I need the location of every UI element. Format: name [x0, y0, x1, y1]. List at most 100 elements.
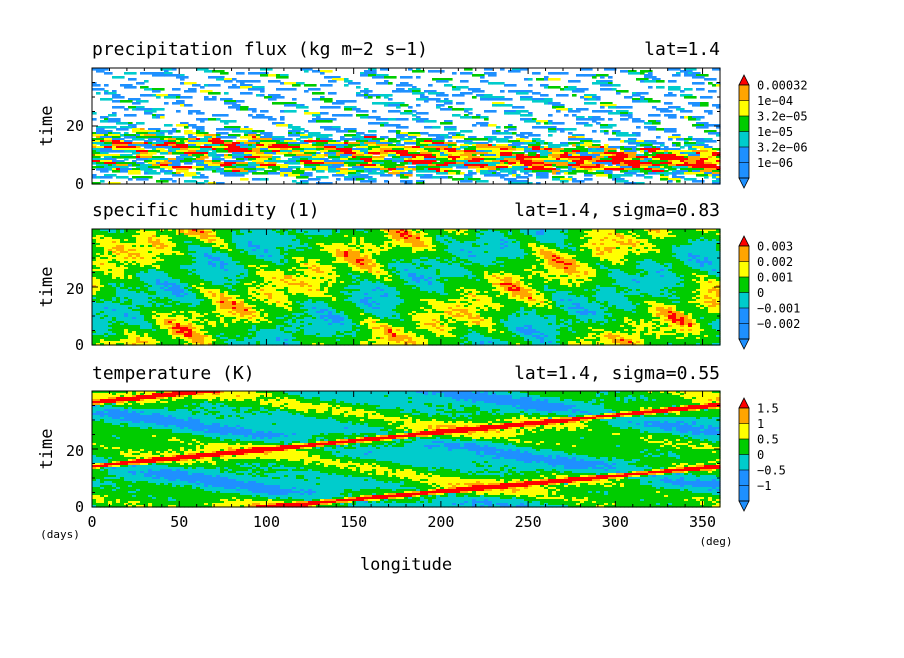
heatmap-cell	[656, 128, 665, 131]
heatmap-cell	[696, 88, 705, 91]
heatmap-cell	[636, 174, 645, 177]
heatmap-cell	[124, 72, 137, 75]
heatmap-cell	[616, 134, 625, 137]
heatmap-cell	[532, 100, 545, 103]
heatmap-cell	[176, 110, 181, 113]
heatmap-cell	[412, 114, 417, 117]
heatmap-cell	[356, 110, 369, 113]
heatmap-cell	[524, 172, 529, 175]
heatmap-cell	[220, 164, 225, 167]
heatmap-cell	[292, 104, 297, 107]
heatmap-cell	[376, 152, 381, 155]
heatmap-cell	[684, 116, 689, 119]
heatmap-cell	[624, 174, 633, 177]
heatmap-cell	[692, 124, 697, 127]
heatmap-cell	[444, 84, 453, 87]
heatmap-cell	[396, 118, 409, 121]
heatmap-cell	[256, 172, 269, 175]
heatmap-cell	[476, 138, 489, 141]
heatmap-cell	[368, 74, 373, 77]
heatmap-cell	[224, 102, 229, 105]
heatmap-cell	[252, 172, 257, 175]
heatmap-cell	[520, 114, 529, 117]
heatmap-cell	[372, 110, 377, 113]
heatmap-cell	[612, 84, 621, 87]
heatmap-cell	[196, 134, 205, 137]
heatmap-cell	[548, 134, 553, 137]
heatmap-cell	[512, 132, 517, 135]
colorbar-label: 3.2e−06	[757, 141, 808, 155]
heatmap-cell	[260, 94, 265, 97]
heatmap-cell	[252, 110, 257, 113]
heatmap-cell	[600, 84, 613, 87]
heatmap-cell	[324, 128, 329, 131]
heatmap-cell	[104, 92, 109, 95]
heatmap-cell	[120, 156, 125, 159]
heatmap-cell	[388, 110, 401, 113]
heatmap-cell	[320, 106, 333, 109]
heatmap-cell	[316, 120, 329, 123]
heatmap-cell	[508, 128, 517, 131]
heatmap-cell	[132, 138, 145, 141]
heatmap-cell	[472, 124, 477, 127]
heatmap-cell	[624, 134, 637, 137]
heatmap-cell	[160, 152, 169, 155]
heatmap-cell	[680, 116, 685, 119]
heatmap-cell	[152, 74, 165, 77]
heatmap-cell	[168, 152, 173, 155]
heatmap-cell	[672, 144, 677, 147]
heatmap-cell	[436, 100, 441, 103]
heatmap-cell	[100, 170, 109, 173]
heatmap-cell	[152, 172, 161, 175]
heatmap-cell	[504, 84, 517, 87]
heatmap-cell	[244, 158, 249, 161]
colorbar-arrow-top	[739, 75, 749, 85]
heatmap-cell	[532, 92, 541, 95]
heatmap-cell	[668, 88, 681, 91]
heatmap-cell	[636, 148, 641, 151]
heatmap-cell	[180, 82, 185, 85]
heatmap-cell	[648, 86, 653, 89]
heatmap-cell	[136, 158, 141, 161]
heatmap-cell	[92, 162, 97, 165]
heatmap-cell	[188, 124, 193, 127]
heatmap-cell	[636, 134, 641, 137]
heatmap-cell	[164, 124, 173, 127]
heatmap-cell	[656, 86, 665, 89]
heatmap-cell	[328, 80, 337, 83]
heatmap-cell	[656, 136, 661, 139]
heatmap-cell	[296, 176, 309, 179]
heatmap-cell	[212, 114, 221, 117]
heatmap-cell	[332, 106, 341, 109]
heatmap-cell	[616, 92, 621, 95]
heatmap-cell	[416, 120, 425, 123]
heatmap-cell	[648, 150, 653, 153]
heatmap-cell	[184, 126, 189, 129]
heatmap-cell	[216, 128, 221, 131]
heatmap-cell	[336, 130, 349, 133]
heatmap-cell	[316, 170, 325, 173]
heatmap-cell	[224, 92, 229, 95]
heatmap-cell	[304, 130, 309, 133]
heatmap-cell	[464, 110, 469, 113]
heatmap-cell	[272, 152, 277, 155]
heatmap-cell	[600, 130, 605, 133]
heatmap-cell	[680, 90, 685, 93]
heatmap-cell	[600, 126, 613, 129]
heatmap-cell	[708, 174, 713, 177]
heatmap-cell	[444, 128, 457, 131]
heatmap-cell	[236, 174, 245, 177]
heatmap-cell	[660, 144, 665, 147]
heatmap-cell	[128, 178, 133, 181]
heatmap-cell	[204, 98, 217, 101]
heatmap-cell	[708, 82, 713, 85]
heatmap-cell	[684, 172, 689, 175]
heatmap-cell	[260, 178, 269, 181]
heatmap-cell	[644, 122, 653, 125]
heatmap-cell	[156, 180, 169, 183]
heatmap-cell	[308, 174, 313, 177]
heatmap-cell	[344, 84, 349, 87]
heatmap-cell	[528, 84, 533, 87]
heatmap-cell	[196, 168, 205, 171]
heatmap-cell	[540, 94, 549, 97]
